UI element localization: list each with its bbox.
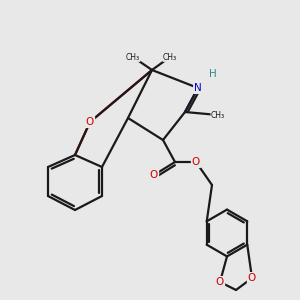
Text: H: H	[209, 69, 217, 79]
Text: O: O	[192, 157, 200, 167]
Text: N: N	[194, 83, 202, 93]
Text: CH₃: CH₃	[163, 52, 177, 62]
Text: O: O	[216, 277, 224, 287]
Text: O: O	[150, 170, 158, 180]
Text: O: O	[248, 273, 256, 283]
Text: O: O	[86, 117, 94, 127]
Text: CH₃: CH₃	[211, 110, 225, 119]
Text: CH₃: CH₃	[126, 52, 140, 62]
